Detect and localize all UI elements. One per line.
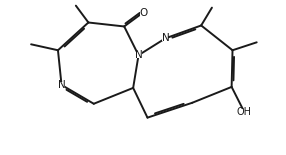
Text: N: N: [162, 33, 169, 43]
Text: N: N: [58, 80, 65, 90]
Text: N: N: [135, 50, 142, 60]
Bar: [162, 35, 168, 41]
Bar: [58, 82, 65, 88]
Bar: [238, 109, 250, 115]
Bar: [136, 52, 142, 58]
Bar: [140, 9, 146, 16]
Text: O: O: [139, 8, 147, 18]
Text: OH: OH: [237, 107, 252, 117]
